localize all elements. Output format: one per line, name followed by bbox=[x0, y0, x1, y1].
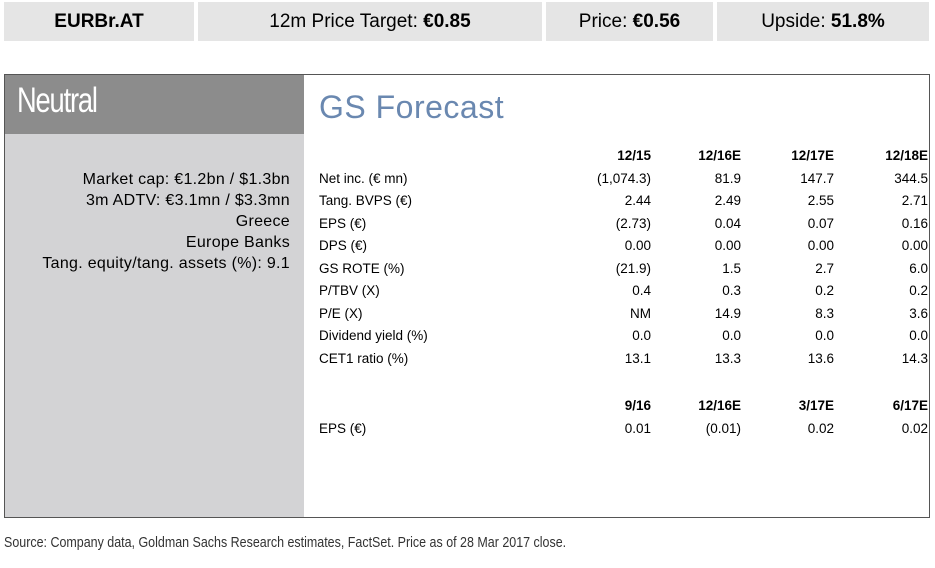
row-label: DPS (€) bbox=[319, 238, 368, 253]
table-cell: 13.1 bbox=[624, 350, 651, 366]
table-row: CET1 ratio (%) 13.1 13.3 13.6 14.3 bbox=[319, 348, 928, 371]
price-label: Price: bbox=[578, 10, 628, 32]
table-row: P/TBV (X) 0.4 0.3 0.2 0.2 bbox=[319, 280, 928, 303]
header-cell: 3/17E bbox=[798, 398, 834, 413]
table-cell: (0.01) bbox=[705, 420, 741, 436]
row-label: Dividend yield (%) bbox=[319, 328, 428, 343]
table-row: Dividend yield (%) 0.0 0.0 0.0 0.0 bbox=[319, 325, 928, 348]
table-row: EPS (€) 0.01 (0.01) 0.02 0.02 bbox=[319, 418, 928, 441]
stat-market-cap: Market cap: €1.2bn / $1.3bn bbox=[82, 171, 290, 188]
upside-label: Upside: bbox=[761, 10, 826, 32]
table-cell: 6.0 bbox=[909, 260, 928, 276]
current-price: Price: €0.56 bbox=[546, 2, 713, 41]
stock-summary-box: Neutral Market cap: €1.2bn / $1.3bn 3m A… bbox=[4, 74, 930, 518]
table-row: P/E (X) NM 14.9 8.3 3.6 bbox=[319, 303, 928, 326]
table-cell: 0.00 bbox=[624, 238, 651, 253]
table-cell: 0.0 bbox=[815, 328, 834, 343]
header-cell: 9/16 bbox=[624, 398, 651, 413]
header-cell: 12/15 bbox=[617, 148, 651, 163]
table-cell: 13.6 bbox=[807, 350, 834, 366]
table-cell: 0.0 bbox=[909, 328, 928, 343]
rating-label: Neutral bbox=[17, 81, 98, 120]
price-target-value: €0.85 bbox=[423, 10, 471, 32]
row-label: P/TBV (X) bbox=[319, 283, 380, 298]
table-cell: 8.3 bbox=[815, 305, 834, 321]
table-cell: 147.7 bbox=[800, 170, 834, 186]
table-cell: 0.0 bbox=[632, 328, 651, 343]
forecast-panel: GS Forecast 12/15 12/16E 12/17E 12/18E N… bbox=[304, 75, 929, 517]
table-cell: 1.5 bbox=[722, 260, 741, 276]
table-cell: 2.71 bbox=[901, 193, 928, 208]
header-cell: 6/17E bbox=[892, 398, 928, 413]
table-cell: 0.07 bbox=[807, 215, 834, 231]
rating-banner: Neutral bbox=[5, 75, 304, 134]
table-cell: 81.9 bbox=[714, 170, 741, 186]
row-label: GS ROTE (%) bbox=[319, 260, 405, 276]
table-cell: 0.2 bbox=[815, 283, 834, 298]
price-target-label: 12m Price Target: bbox=[269, 10, 418, 32]
table-cell: NM bbox=[630, 305, 651, 321]
stat-country: Greece bbox=[235, 213, 290, 230]
row-label: Net inc. (€ mn) bbox=[319, 170, 408, 186]
table-cell: 0.00 bbox=[901, 238, 928, 253]
table-cell: 2.44 bbox=[624, 193, 651, 208]
table-cell: 13.3 bbox=[714, 350, 741, 366]
table-cell: 14.9 bbox=[714, 305, 741, 321]
stat-sector: Europe Banks bbox=[185, 234, 290, 251]
table-row: DPS (€) 0.00 0.00 0.00 0.00 bbox=[319, 235, 928, 258]
table-cell: 2.49 bbox=[714, 193, 741, 208]
source-note: Source: Company data, Goldman Sachs Rese… bbox=[4, 535, 567, 551]
table-cell: (1,074.3) bbox=[596, 170, 651, 186]
table-cell: 0.02 bbox=[807, 420, 834, 436]
table-cell: 0.4 bbox=[632, 283, 651, 298]
table-header: 12/15 12/16E 12/17E 12/18E bbox=[319, 145, 928, 168]
left-panel: Neutral Market cap: €1.2bn / $1.3bn 3m A… bbox=[5, 75, 304, 517]
row-label: EPS (€) bbox=[319, 420, 367, 436]
quarterly-forecast-table: 9/16 12/16E 3/17E 6/17E EPS (€) 0.01 (0.… bbox=[319, 395, 928, 441]
table-row: GS ROTE (%) (21.9) 1.5 2.7 6.0 bbox=[319, 258, 928, 281]
annual-forecast-table: 12/15 12/16E 12/17E 12/18E Net inc. (€ m… bbox=[319, 145, 928, 371]
row-label: P/E (X) bbox=[319, 305, 363, 321]
table-header: 9/16 12/16E 3/17E 6/17E bbox=[319, 395, 928, 418]
table-cell: 0.00 bbox=[714, 238, 741, 253]
table-cell: 0.3 bbox=[722, 283, 741, 298]
summary-bar: EURBr.AT 12m Price Target: €0.85 Price: … bbox=[4, 2, 930, 41]
table-cell: 0.00 bbox=[807, 238, 834, 253]
header-cell: 12/18E bbox=[885, 148, 928, 163]
row-label: Tang. BVPS (€) bbox=[319, 193, 413, 208]
table-row: Tang. BVPS (€) 2.44 2.49 2.55 2.71 bbox=[319, 190, 928, 213]
table-cell: 0.0 bbox=[722, 328, 741, 343]
stat-tang-equity: Tang. equity/tang. assets (%): 9.1 bbox=[42, 255, 290, 272]
ticker: EURBr.AT bbox=[4, 2, 194, 41]
row-label: CET1 ratio (%) bbox=[319, 350, 409, 366]
table-cell: 344.5 bbox=[894, 170, 928, 186]
price-target: 12m Price Target: €0.85 bbox=[198, 2, 542, 41]
table-cell: 0.02 bbox=[901, 420, 928, 436]
table-row: Net inc. (€ mn) (1,074.3) 81.9 147.7 344… bbox=[319, 168, 928, 191]
header-cell: 12/16E bbox=[698, 148, 741, 163]
table-cell: 0.16 bbox=[901, 215, 928, 231]
price-value: €0.56 bbox=[632, 10, 681, 32]
table-cell: 0.2 bbox=[909, 283, 928, 298]
table-cell: 2.7 bbox=[815, 260, 834, 276]
row-label: EPS (€) bbox=[319, 215, 367, 231]
table-cell: 0.04 bbox=[714, 215, 741, 231]
upside-value: 51.8% bbox=[830, 10, 885, 32]
table-cell: (2.73) bbox=[615, 215, 651, 231]
table-row: EPS (€) (2.73) 0.04 0.07 0.16 bbox=[319, 213, 928, 236]
stat-adtv: 3m ADTV: €3.1mn / $3.3mn bbox=[85, 192, 290, 209]
table-cell: 14.3 bbox=[901, 350, 928, 366]
forecast-title: GS Forecast bbox=[319, 89, 505, 125]
table-cell: 0.01 bbox=[624, 420, 651, 436]
table-cell: (21.9) bbox=[615, 260, 651, 276]
table-cell: 2.55 bbox=[807, 193, 834, 208]
stock-stats: Market cap: €1.2bn / $1.3bn 3m ADTV: €3.… bbox=[42, 169, 290, 274]
upside: Upside: 51.8% bbox=[717, 2, 929, 41]
header-cell: 12/17E bbox=[791, 148, 834, 163]
header-cell: 12/16E bbox=[698, 398, 741, 413]
table-cell: 3.6 bbox=[909, 305, 928, 321]
